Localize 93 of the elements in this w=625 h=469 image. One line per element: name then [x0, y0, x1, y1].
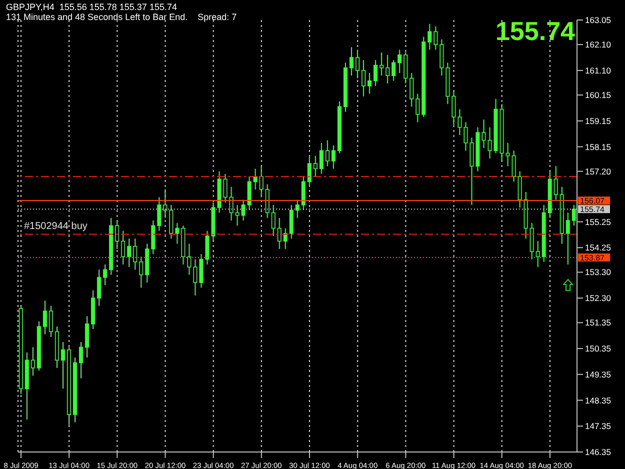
y-tick-label: 162.10 — [585, 40, 612, 50]
candlestick — [139, 256, 144, 288]
candlestick — [229, 186, 234, 221]
candlestick — [428, 23, 432, 50]
candlestick — [85, 316, 90, 358]
candlestick — [289, 204, 294, 240]
y-tick-label: 157.20 — [585, 166, 612, 176]
ref-line-label: #1502944 buy — [24, 221, 88, 232]
candlestick — [349, 46, 354, 76]
chart-subtitle: 131 Minutes and 48 Seconds Left to Bar End. Spread: 7 — [6, 12, 237, 22]
candlestick — [127, 238, 132, 268]
ref-line-label: 153.87 — [580, 253, 606, 262]
candlestick — [169, 204, 174, 240]
y-tick-label: 160.15 — [585, 90, 612, 100]
candlestick — [115, 220, 120, 250]
y-tick-label: 159.15 — [585, 116, 612, 126]
candlestick — [223, 173, 228, 203]
y-tick-label: 148.35 — [585, 395, 612, 406]
y-tick-label: 152.30 — [585, 293, 612, 304]
candlestick — [536, 240, 540, 268]
candlestick — [60, 342, 65, 390]
candlestick — [97, 269, 102, 306]
candlestick — [554, 166, 558, 200]
candlestick — [374, 60, 378, 86]
y-tick-label: 147.35 — [585, 421, 612, 432]
candlestick — [295, 199, 300, 218]
candlestick — [247, 176, 252, 211]
ref-line-label: 155.74 — [580, 205, 606, 214]
candlestick — [470, 137, 474, 206]
candlestick — [452, 90, 456, 126]
candlestick — [48, 305, 53, 338]
candlestick — [133, 238, 138, 270]
candlestick — [398, 49, 402, 74]
candlestick — [199, 254, 204, 288]
candlestick — [103, 264, 108, 286]
candlestick — [175, 222, 180, 244]
candlestick — [271, 204, 276, 236]
candlestick — [193, 258, 198, 296]
y-tick-label: 161.10 — [585, 65, 612, 76]
candlestick — [265, 184, 270, 218]
y-tick-label: 163.05 — [585, 15, 612, 26]
candlestick — [518, 170, 522, 208]
candlestick — [458, 108, 462, 136]
candlestick — [283, 228, 288, 250]
candlestick — [566, 212, 570, 265]
ref-line-label: 156.07 — [580, 196, 606, 206]
y-tick-label: 151.35 — [585, 318, 612, 328]
y-tick-label: 154.25 — [585, 242, 612, 253]
chart-title: GBPJPY,H4 155.56 155.78 155.37 155.74 — [6, 2, 177, 12]
candlestick — [410, 72, 414, 108]
candlestick — [512, 150, 516, 182]
candlestick — [307, 155, 312, 188]
candlestick — [42, 300, 47, 335]
candlestick — [386, 54, 390, 84]
candlestick — [331, 144, 336, 170]
candlestick — [163, 188, 168, 218]
candlestick — [157, 196, 162, 232]
candlestick — [380, 52, 384, 76]
candlestick — [313, 155, 318, 178]
candlestick — [235, 204, 240, 226]
candlestick — [482, 119, 486, 149]
candlestick — [259, 166, 264, 198]
candlestick — [572, 204, 576, 226]
candlestick — [416, 93, 420, 123]
candlestick — [277, 217, 282, 250]
candlestick — [434, 26, 438, 50]
candlestick — [392, 60, 396, 82]
candlestick — [30, 346, 35, 376]
candlestick — [151, 220, 156, 255]
candlestick — [488, 126, 492, 159]
candlestick — [362, 60, 366, 97]
y-tick-label: 149.35 — [585, 369, 612, 380]
y-tick-label: 153.30 — [585, 267, 612, 278]
candlestick — [325, 140, 330, 167]
candlestick — [301, 176, 306, 211]
y-tick-label: 155.25 — [585, 216, 612, 227]
candlestick — [440, 38, 444, 76]
candlestick — [356, 49, 360, 79]
candlestick — [530, 222, 534, 260]
y-tick-label: 150.35 — [585, 344, 612, 354]
candlestick — [241, 199, 246, 221]
annotation: 155.74 — [495, 16, 575, 46]
y-tick-label: 158.15 — [585, 142, 612, 152]
candlestick — [121, 230, 126, 265]
candlestick — [79, 342, 84, 379]
y-tick-label: 146.35 — [585, 447, 612, 458]
candlestick — [368, 72, 372, 94]
candlestick — [187, 243, 192, 276]
candlestick — [464, 122, 468, 152]
candlestick — [319, 142, 324, 174]
candlestick — [205, 230, 210, 265]
candlestick — [506, 142, 510, 167]
candlestick — [404, 52, 408, 84]
